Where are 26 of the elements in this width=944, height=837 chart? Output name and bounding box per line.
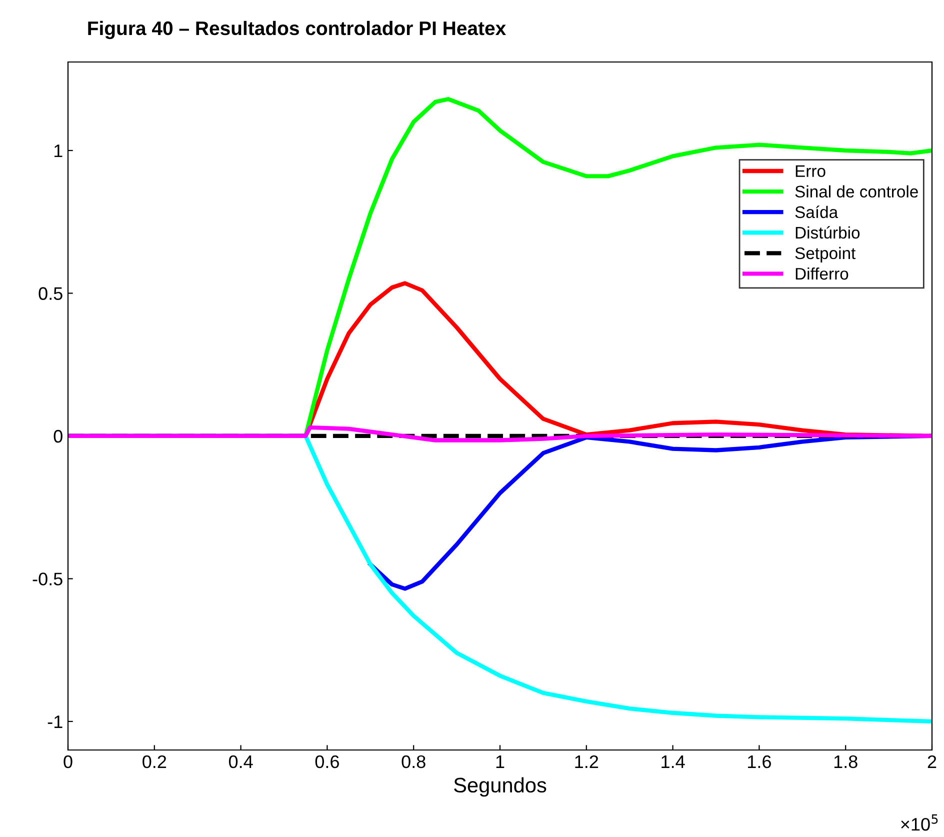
line-series [68,425,932,442]
chart-title: Figura 40 – Resultados controlador PI Heatex [88,20,506,40]
x-axis-title: Segundos [454,777,546,797]
legend-label: Differro [796,267,848,280]
y-tick-label: -1 [48,716,62,728]
x-tick-label: 0 [64,755,72,768]
legend-label: Erro [796,165,826,178]
x-tick-label: 1.2 [575,755,598,768]
x-tick-label: 1.6 [748,755,771,768]
x-tick-label: 0.2 [142,755,166,768]
y-tick-label: 0 [54,430,62,443]
x-tick-label: 2 [928,755,936,768]
text: ×10$^{5}$ [901,814,938,831]
legend-label: Setpoint [795,246,856,262]
x-tick-label: 0.6 [315,755,339,768]
x-tick-label: 1.8 [834,755,858,768]
legend-label: Sinal de controle [795,185,918,198]
x-tick-label: 1 [496,756,504,768]
y-tick-label: -0.5 [32,572,62,586]
y-tick-label: 0.5 [38,287,62,300]
y-tick-label: 1 [54,144,62,158]
legend-label: Distúrbio [796,226,860,239]
x-tick-label: 0.4 [228,755,253,768]
legend-label: Saída [795,206,838,218]
x-tick-label: 0.8 [402,755,426,768]
x-tick-label: 1.4 [662,756,685,768]
